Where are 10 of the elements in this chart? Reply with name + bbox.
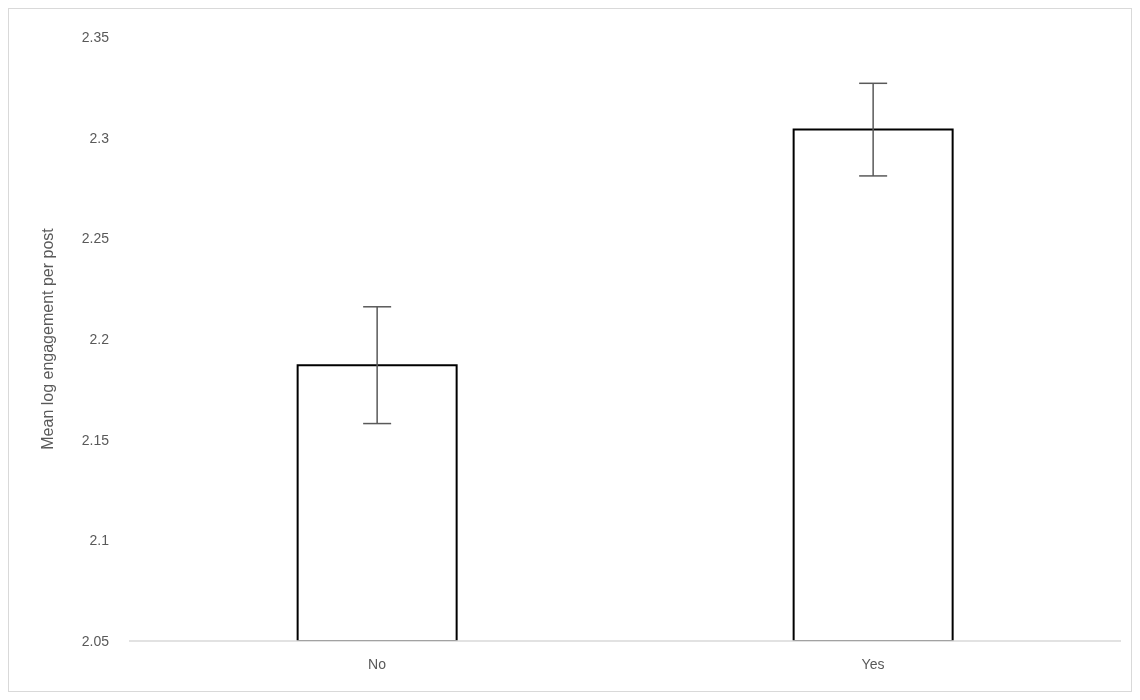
y-tick-label: 2.1 [89,532,110,549]
y-tick-label: 2.05 [81,632,110,649]
y-axis-title: Mean log engagement per post [38,227,56,450]
y-tick-label: 2.15 [81,431,110,448]
y-tick-label: 2.35 [81,28,110,45]
y-tick-label: 2.25 [81,230,110,247]
y-tick-label: 2.3 [89,129,110,146]
x-tick-label: No [368,655,387,672]
y-tick-label: 2.2 [89,330,110,347]
x-tick-label: Yes [861,655,885,672]
